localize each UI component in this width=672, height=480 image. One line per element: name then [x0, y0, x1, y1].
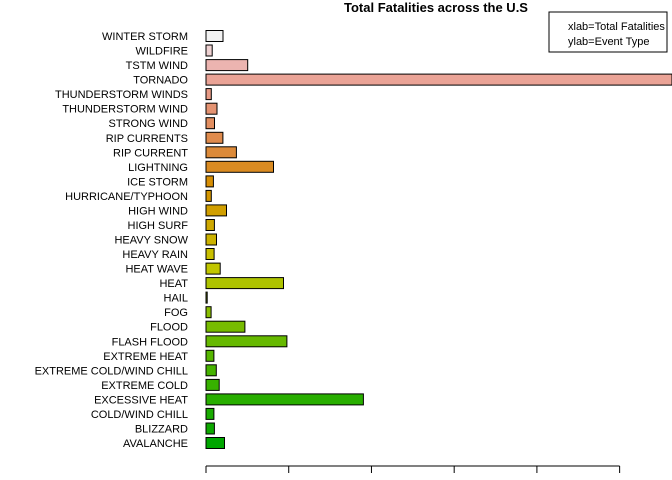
category-label: HEAVY RAIN [122, 249, 188, 261]
legend-box: xlab=Total Fatalities ylab=Event Type [548, 11, 668, 53]
category-label: THUNDERSTORM WIND [62, 104, 188, 116]
legend-frame [548, 11, 668, 53]
category-label: TORNADO [133, 75, 188, 87]
category-label: FOG [164, 307, 188, 319]
category-labels-group: AVALANCHE BLIZZARD COLD/WIND CHILL EXCESSIV… [35, 31, 189, 450]
bar-heat-wave [205, 262, 221, 275]
bar-heat [205, 277, 284, 290]
bar-tornado [205, 73, 672, 86]
category-label: BLIZZARD [135, 424, 188, 436]
chart-title: Total Fatalities across the U.S [344, 0, 528, 15]
x-axis [205, 465, 621, 473]
bar-flood [205, 320, 246, 333]
category-label: AVALANCHE [123, 438, 188, 450]
category-label: HEAVY SNOW [114, 235, 188, 247]
category-label: STRONG WIND [109, 118, 188, 130]
category-label: WINTER STORM [102, 31, 188, 43]
bar-extreme-cold [205, 378, 220, 391]
category-label: FLASH FLOOD [112, 336, 188, 348]
bar-blizzard [205, 422, 215, 435]
category-label: EXCESSIVE HEAT [94, 394, 188, 406]
bar-extreme-heat [205, 349, 215, 362]
bar-strong-wind [205, 117, 215, 130]
bar-rip-current [205, 146, 237, 159]
category-label: RIP CURRENTS [106, 133, 188, 145]
category-label: EXTREME COLD [101, 380, 188, 392]
category-label: EXTREME COLD/WIND CHILL [35, 365, 188, 377]
bar-extreme-cold-wind-chill [205, 364, 217, 377]
category-label: COLD/WIND CHILL [91, 409, 188, 421]
bar-wildfire [205, 44, 213, 57]
bar-tstm-wind [205, 59, 249, 72]
bar-ice-storm [205, 175, 214, 188]
bar-rip-currents [205, 131, 224, 144]
category-label: HIGH WIND [128, 205, 188, 217]
bar-fog [205, 306, 212, 319]
bar-lightning [205, 160, 274, 173]
bar-cold-wind-chill [205, 407, 215, 420]
category-label: RIP CURRENT [113, 147, 188, 159]
bar-thunderstorm-wind [205, 102, 218, 115]
category-label: WILDFIRE [135, 46, 188, 58]
category-label: HEAT WAVE [125, 264, 188, 276]
legend-line-xlab: xlab=Total Fatalities [568, 21, 665, 33]
category-label: HEAT [159, 278, 188, 290]
bar-high-wind [205, 204, 227, 217]
legend-line-ylab: ylab=Event Type [568, 36, 649, 48]
bar-winter-storm [205, 30, 224, 42]
bar-heavy-rain [205, 248, 215, 260]
category-label: THUNDERSTORM WINDS [55, 89, 188, 101]
bar-avalanche [205, 437, 225, 449]
category-label: EXTREME HEAT [103, 351, 188, 363]
bar-hurricane-typhoon [205, 189, 212, 202]
category-label: HIGH SURF [128, 220, 189, 232]
category-label: FLOOD [150, 322, 188, 334]
bar-excessive-heat [205, 393, 364, 406]
category-label: HURRICANE/TYPHOON [65, 191, 188, 203]
bars-group [205, 30, 672, 449]
bar-flash-flood [205, 335, 288, 348]
category-label: LIGHTNING [128, 162, 188, 174]
bar-high-surf [205, 219, 215, 231]
bar-thunderstorm-winds [205, 88, 212, 101]
bar-heavy-snow [205, 233, 217, 246]
bar-hail [205, 291, 208, 304]
category-label: ICE STORM [127, 176, 188, 188]
category-label: TSTM WIND [126, 60, 188, 72]
category-label: HAIL [164, 293, 188, 305]
